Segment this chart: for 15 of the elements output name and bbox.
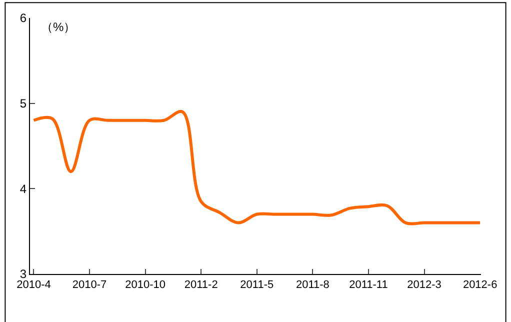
x-tick-label: 2012-6 [462, 279, 498, 292]
line-series [32, 110, 481, 226]
x-tick-label: 2010-4 [16, 279, 51, 292]
x-tick-label: 2010-7 [72, 279, 107, 292]
x-tick-label: 2012-3 [407, 279, 442, 292]
y-tick-label: 4 [20, 182, 27, 196]
y-tick-label: 6 [20, 11, 27, 26]
x-tick-label: 2010-10 [125, 279, 166, 292]
y-axis-title: （%） [41, 20, 76, 34]
x-tick-label: 2011-11 [349, 279, 388, 292]
x-tick-label: 2011-5 [240, 279, 274, 292]
x-tick-label: 2011-2 [184, 279, 218, 292]
y-tick-label: 3 [20, 267, 27, 282]
y-tick-label: 5 [20, 96, 27, 111]
x-tick-label: 2011-8 [296, 279, 330, 292]
